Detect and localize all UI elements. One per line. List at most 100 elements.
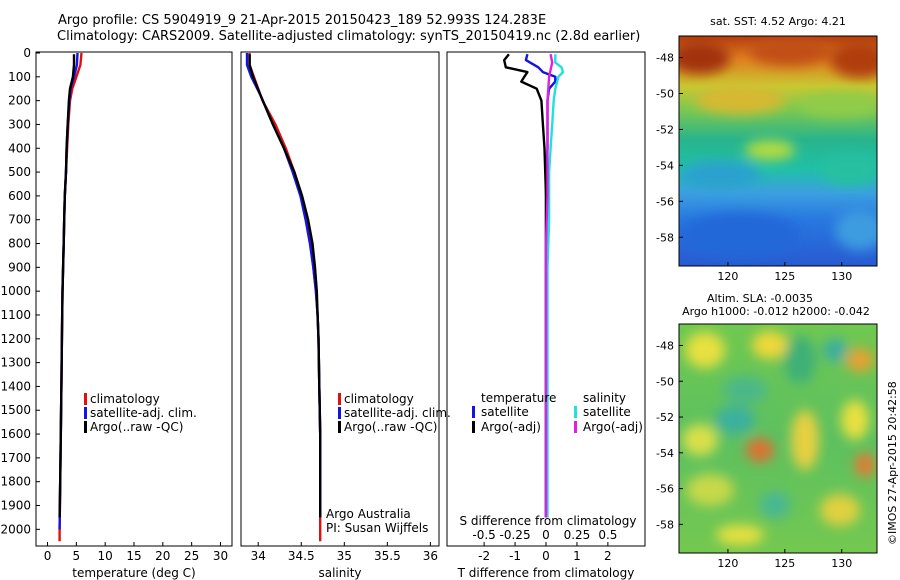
- map-x-tick-label: 125: [774, 557, 795, 570]
- sst-map-title: sat. SST: 4.52 Argo: 4.21: [710, 15, 846, 28]
- x-tick-label: 20: [155, 549, 170, 563]
- y-tick-label: 1700: [0, 451, 31, 465]
- legend-label-argo: Argo(..raw -QC): [344, 420, 437, 434]
- y-tick-label: 600: [8, 189, 31, 203]
- top-tick-label: 0: [542, 528, 550, 542]
- x-tick-label: -2: [478, 549, 490, 563]
- y-tick-label: 1900: [0, 499, 31, 513]
- y-tick-label: 900: [8, 260, 31, 274]
- x-tick-label: 0: [542, 549, 550, 563]
- salinity-x-label: salinity: [318, 566, 361, 580]
- map-y-tick-label: -48: [656, 339, 674, 352]
- map-y-tick-label: -54: [656, 447, 674, 460]
- annotation-pi: PI: Susan Wijffels: [326, 521, 428, 535]
- sst-map-y-axis: -48 -50 -52 -54 -56 -58: [656, 52, 683, 244]
- top-tick-label: 0.25: [564, 528, 591, 542]
- map-x-tick-label: 125: [774, 270, 795, 283]
- legend-swatch-satellite-adj: [338, 407, 341, 419]
- legend-swatch-sal-satellite: [574, 406, 577, 418]
- legend-swatch-temp-argo: [472, 421, 475, 433]
- series-line-salinity-argo-adj-: [544, 53, 554, 518]
- sst-map: -48 -50 -52 -54 -56 -58 120 125 130: [656, 35, 878, 283]
- salinity-x-axis: 34 34.5 35 35.5 36: [251, 542, 438, 563]
- temperature-y-axis: 0 100 200 300 400 500 600 700 800 900 1000 1100 1200…: [0, 46, 40, 536]
- temperature-series: [58, 52, 83, 542]
- annotation-argo-australia: Argo Australia: [326, 507, 411, 521]
- x-tick-label: 5: [73, 549, 81, 563]
- difference-x-label: T difference from climatology: [457, 566, 635, 580]
- y-tick-label: 800: [8, 237, 31, 251]
- x-tick-label: 36: [423, 549, 438, 563]
- series-line-salinity-satellite: [546, 54, 565, 518]
- legend-heading-temperature: temperature: [481, 391, 556, 405]
- sla-map: -48 -50 -52 -54 -56 -58 120 125 130: [656, 323, 878, 570]
- sla-map-title-line1: Altim. SLA: -0.0035: [707, 292, 813, 305]
- y-tick-label: 1000: [0, 284, 31, 298]
- salinity-series: [245, 53, 322, 542]
- plot-title-line2: Climatology: CARS2009. Satellite-adjuste…: [57, 29, 641, 44]
- x-tick-label: 34: [251, 549, 266, 563]
- map-x-tick-label: 130: [831, 270, 852, 283]
- difference-legend: temperature satellite Argo(-adj) salinit…: [472, 391, 643, 434]
- y-tick-label: 1800: [0, 475, 31, 489]
- sla-map-frame: [678, 323, 878, 554]
- legend-label-climatology: climatology: [90, 392, 160, 406]
- x-tick-label: -1: [509, 549, 521, 563]
- sla-map-x-axis: 120 125 130: [717, 549, 852, 570]
- series-line-temperature-argo-adj-: [503, 53, 548, 518]
- x-tick-label: 35.5: [374, 549, 401, 563]
- x-tick-label: 2: [604, 549, 612, 563]
- salinity-legend: climatology satellite-adj. clim. Argo(..…: [338, 392, 451, 434]
- legend-swatch-argo: [84, 421, 87, 433]
- map-y-tick-label: -58: [656, 231, 674, 244]
- y-tick-label: 500: [8, 165, 31, 179]
- y-tick-label: 300: [8, 117, 31, 131]
- top-tick-label: 0.5: [598, 528, 617, 542]
- legend-label-satellite-adj: satellite-adj. clim.: [90, 406, 197, 420]
- series-line-temperature-satellite: [524, 53, 557, 518]
- legend-swatch-climatology: [84, 393, 87, 405]
- x-tick-label: 1: [573, 549, 581, 563]
- difference-series: [503, 53, 565, 518]
- x-tick-label: 15: [126, 549, 141, 563]
- x-tick-label: 0: [44, 549, 52, 563]
- legend-swatch-satellite-adj: [84, 407, 87, 419]
- temperature-legend: climatology satellite-adj. clim. Argo(..…: [84, 392, 197, 434]
- legend-swatch-temp-satellite: [472, 406, 475, 418]
- x-tick-label: 34.5: [288, 549, 315, 563]
- legend-swatch-sal-argo: [574, 421, 577, 433]
- map-x-tick-label: 130: [831, 557, 852, 570]
- y-tick-label: 2000: [0, 522, 31, 536]
- y-tick-label: 1300: [0, 356, 31, 370]
- difference-top-label: S difference from climatology: [460, 514, 637, 528]
- series-line-satellite-adj-clim-: [245, 53, 322, 518]
- legend-heading-salinity: salinity: [583, 391, 626, 405]
- series-line-argo-raw-qc-: [58, 54, 76, 518]
- y-tick-label: 400: [8, 141, 31, 155]
- series-line-argo-raw-qc-: [248, 54, 322, 518]
- x-tick-label: 25: [184, 549, 199, 563]
- legend-label-temp-argo: Argo(-adj): [481, 420, 541, 434]
- map-y-tick-label: -48: [656, 52, 674, 65]
- y-tick-label: 1100: [0, 308, 31, 322]
- series-line-climatology: [248, 53, 322, 542]
- sla-map-y-axis: -48 -50 -52 -54 -56 -58: [656, 339, 683, 531]
- y-tick-label: 700: [8, 213, 31, 227]
- map-y-tick-label: -54: [656, 159, 674, 172]
- legend-label-sal-satellite: satellite: [583, 405, 631, 419]
- sla-map-title-line2: Argo h1000: -0.012 h2000: -0.042: [682, 305, 870, 318]
- legend-swatch-climatology: [338, 393, 341, 405]
- legend-label-satellite-adj: satellite-adj. clim.: [344, 406, 451, 420]
- top-tick-label: -0.25: [500, 528, 531, 542]
- map-y-tick-label: -58: [656, 518, 674, 531]
- temperature-x-label: temperature (deg C): [72, 566, 195, 580]
- temperature-panel-frame: [35, 51, 233, 547]
- x-tick-label: 35: [337, 549, 352, 563]
- plot-title-line1: Argo profile: CS 5904919_9 21-Apr-2015 2…: [58, 13, 547, 28]
- map-y-tick-label: -56: [656, 483, 674, 496]
- temperature-x-axis: 0 5 10 15 20 25 30: [44, 542, 228, 563]
- y-tick-label: 1200: [0, 332, 31, 346]
- map-y-tick-label: -50: [656, 375, 674, 388]
- map-y-tick-label: -56: [656, 195, 674, 208]
